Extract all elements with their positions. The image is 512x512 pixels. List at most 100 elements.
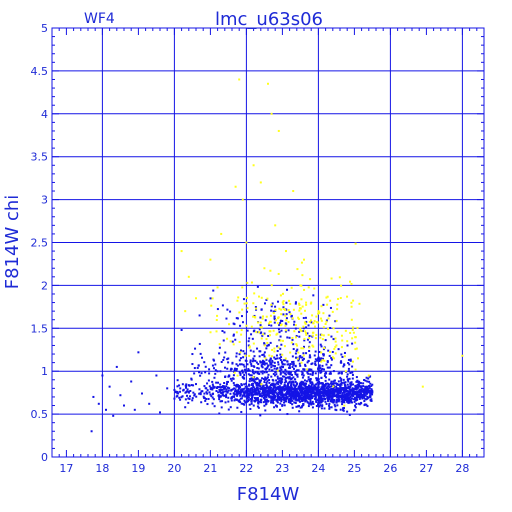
data-point [287,321,290,324]
data-point [288,394,291,397]
data-point [208,372,211,375]
data-point [255,389,258,392]
data-point [308,368,311,371]
data-point [198,371,201,374]
data-point [323,368,326,371]
data-point [354,242,357,245]
data-point [243,377,246,380]
data-point [311,362,314,365]
data-point [293,323,296,326]
data-point [299,391,302,394]
data-point [263,395,266,398]
data-point [363,400,366,403]
data-point [276,349,279,352]
data-point [259,393,262,396]
data-point [354,348,357,351]
data-point [240,333,243,336]
data-point [268,334,271,337]
data-point [265,396,268,399]
data-point [280,319,283,322]
data-point [244,401,247,404]
data-point [283,383,286,386]
data-point [256,388,259,391]
data-point [308,349,311,352]
data-point [245,401,248,404]
data-point [366,380,369,383]
data-point [304,392,307,395]
data-point [332,382,335,385]
data-point [280,329,283,332]
data-point [369,382,372,385]
data-point [266,385,269,388]
data-point [268,359,271,362]
data-point [204,365,207,368]
x-tick-label: 22 [239,462,253,475]
data-point [272,401,275,404]
data-point [291,317,294,320]
data-point [279,372,282,375]
x-tick-label: 20 [167,462,181,475]
data-point [349,371,352,374]
data-point [305,397,308,400]
data-point [284,359,287,362]
data-point [278,395,281,398]
data-point [340,379,343,382]
data-point [252,330,255,333]
data-point [198,392,201,395]
data-point [340,334,343,337]
data-point [285,319,288,322]
data-point [174,391,177,394]
data-point [272,364,275,367]
data-point [366,391,369,394]
data-point [298,392,301,395]
data-point [326,303,329,306]
data-point [307,286,310,289]
data-point [226,390,229,393]
data-point [304,387,307,390]
data-point [249,387,252,390]
data-point [285,370,288,373]
data-point [322,353,325,356]
data-point [361,395,364,398]
data-point [242,350,245,353]
data-point [265,398,268,401]
data-point [292,343,295,346]
data-point [361,387,364,390]
data-point [330,335,333,338]
data-point [323,407,326,410]
data-point [220,360,223,363]
data-point [367,389,370,392]
data-point [219,391,222,394]
data-point [267,82,269,85]
data-point [301,381,304,384]
data-point [354,384,357,387]
data-point [284,400,287,403]
data-point [283,375,286,378]
data-point [323,347,326,350]
data-point [292,393,295,396]
data-point [346,295,349,298]
data-point [299,329,302,332]
data-point [276,357,279,360]
data-point [307,386,310,389]
data-point [214,363,217,366]
data-point [308,335,311,338]
data-point [330,380,333,383]
data-point [221,330,224,333]
data-point [243,383,246,386]
data-point [203,385,206,388]
data-point [188,395,191,398]
data-point [303,368,306,371]
data-point [308,391,311,394]
data-point [273,347,276,350]
data-point [266,344,269,347]
data-point [212,358,215,361]
data-point [329,395,332,398]
data-point [256,321,259,324]
data-point [239,357,242,360]
data-point [292,381,295,384]
data-point [314,360,317,363]
data-point [286,360,289,363]
data-point [291,391,294,394]
data-point [97,402,100,405]
